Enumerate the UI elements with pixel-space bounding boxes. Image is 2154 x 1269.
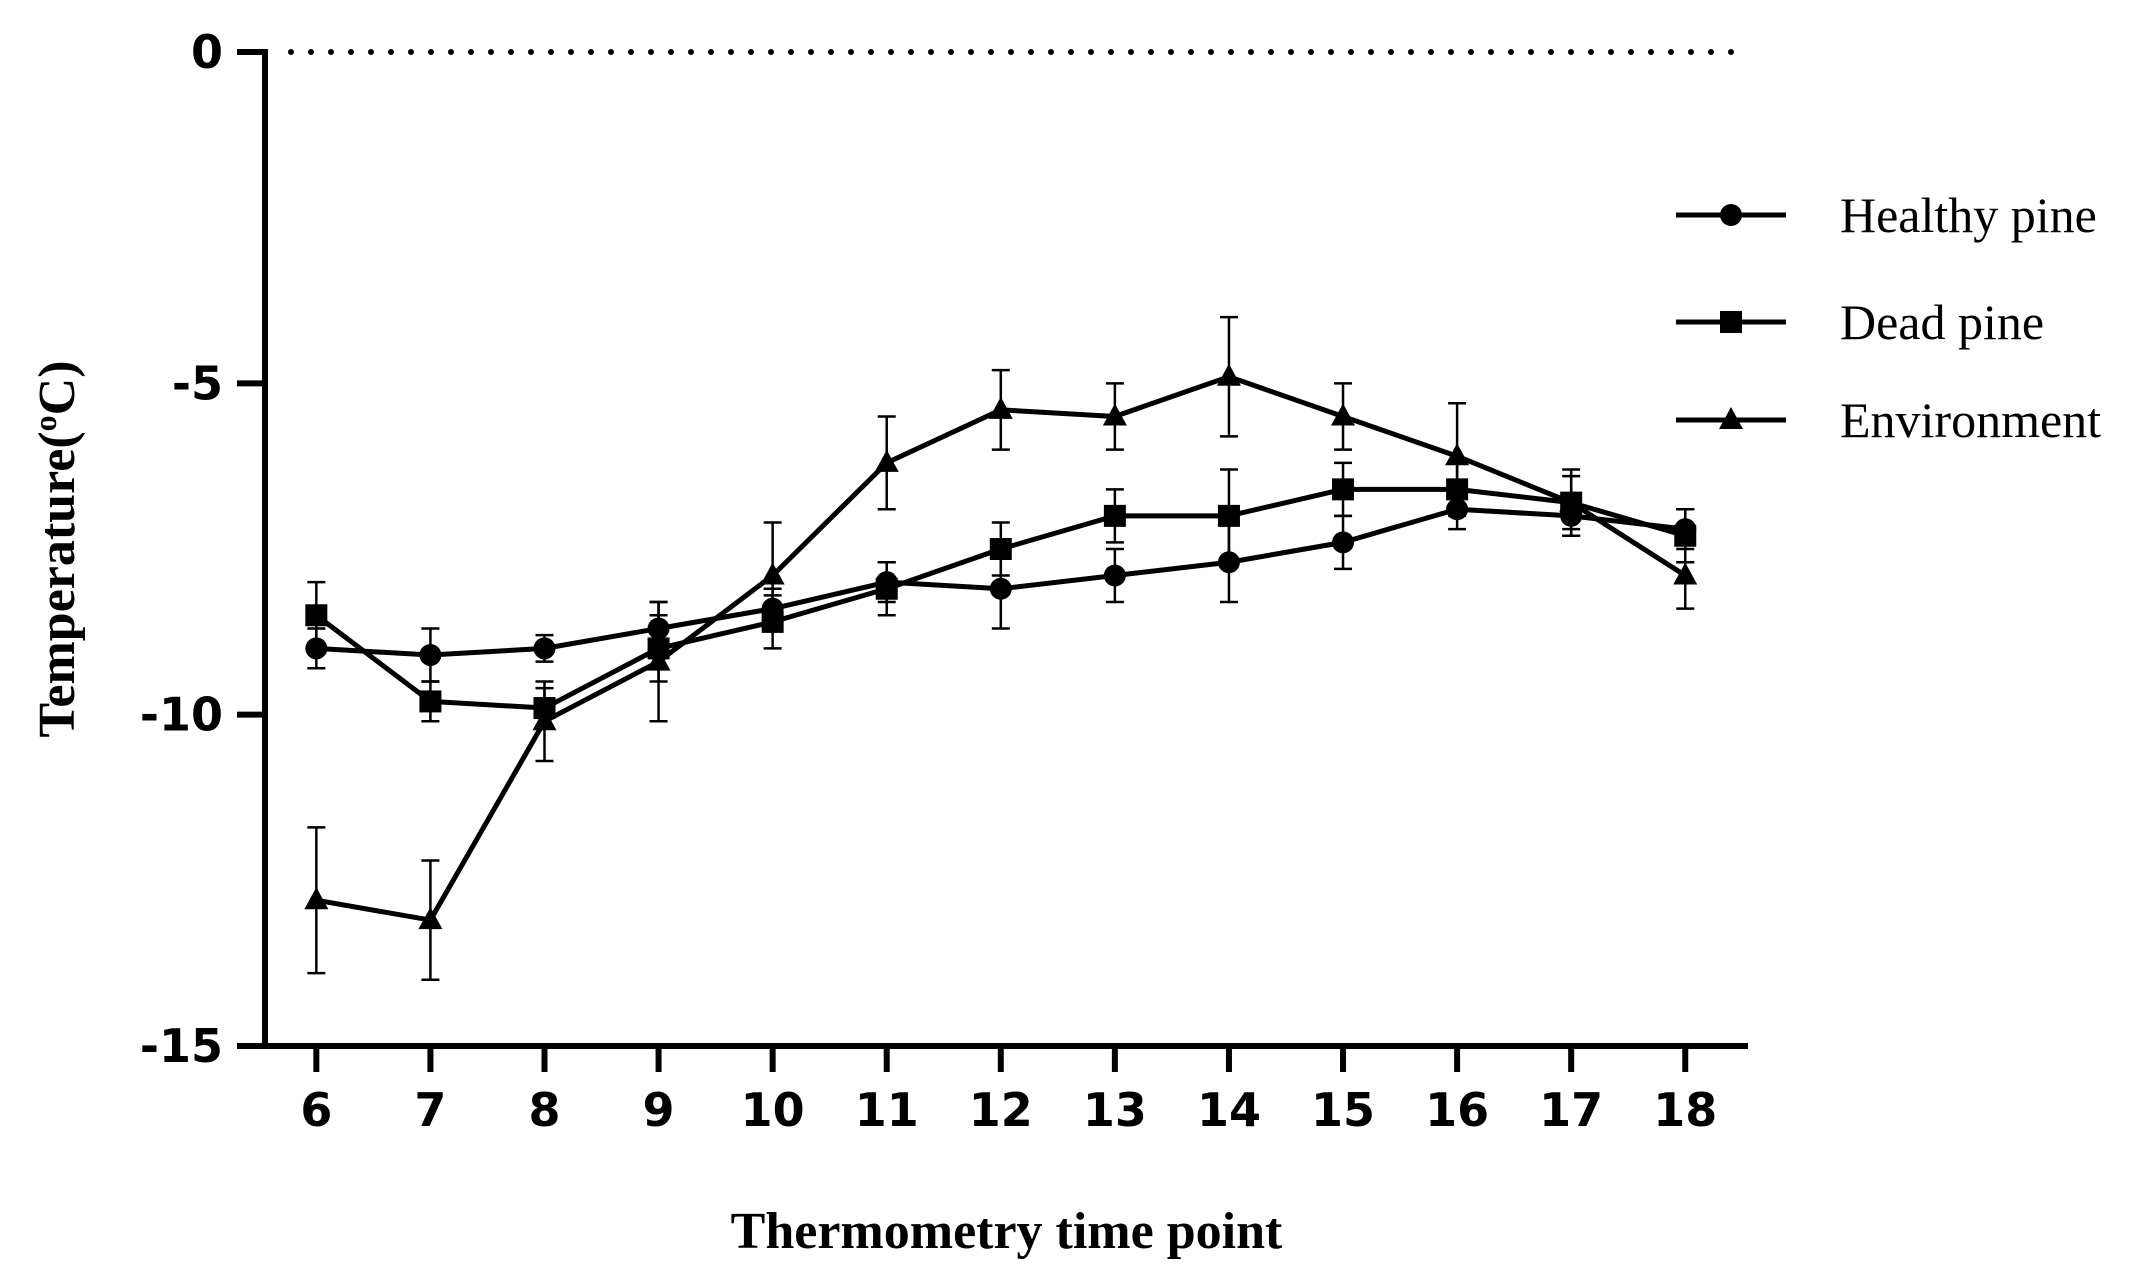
x-tick-label: 10 [741, 1083, 805, 1137]
data-point-environment [1102, 403, 1127, 426]
x-tick-label: 14 [1197, 1083, 1261, 1137]
data-point-healthy-pine [1332, 531, 1355, 554]
x-tick-label: 17 [1539, 1083, 1603, 1137]
y-tick-label: -15 [140, 1019, 223, 1073]
legend-label-healthy-pine: Healthy pine [1840, 187, 2097, 243]
y-tick-label: -10 [140, 688, 223, 742]
legend-marker-triangle-icon [1719, 407, 1743, 429]
y-axis-title: Temperature(oC) [27, 360, 86, 737]
x-tick-label: 11 [855, 1083, 919, 1137]
data-point-dead-pine [305, 604, 328, 627]
axes: 0 -5 -10 -15 6 7 8 9 10 11 12 13 14 15 16 17 18 [140, 25, 1751, 1137]
data-point-healthy-pine [419, 644, 442, 667]
data-point-environment [418, 907, 443, 930]
data-point-environment [1216, 363, 1241, 386]
legend-item-healthy-pine: Healthy pine [1676, 187, 2097, 243]
x-tick-label: 16 [1425, 1083, 1489, 1137]
y-axis-title-main: Temperature( [29, 431, 86, 737]
legend-marker-square-icon [1720, 311, 1742, 333]
x-tick-label: 8 [528, 1083, 560, 1137]
x-ticks: 6 7 8 9 10 11 12 13 14 15 16 17 18 [300, 1046, 1717, 1137]
data-point-healthy-pine [1103, 564, 1126, 587]
data-point-environment [646, 648, 671, 671]
x-tick-label: 6 [300, 1083, 332, 1137]
y-tick-label: -5 [172, 356, 223, 410]
data-point-healthy-pine [989, 577, 1012, 600]
series-healthy-pine [305, 488, 1697, 683]
data-point-dead-pine [875, 577, 898, 600]
x-axis-title: Thermometry time point [731, 1203, 1283, 1260]
x-tick-label: 18 [1653, 1083, 1717, 1137]
data-point-dead-pine [419, 690, 442, 713]
data-point-dead-pine [1332, 478, 1355, 501]
legend-label-dead-pine: Dead pine [1840, 294, 2044, 350]
y-tick-label: 0 [191, 25, 223, 79]
data-point-environment [874, 449, 899, 472]
x-tick-label: 7 [414, 1083, 446, 1137]
data-point-dead-pine [989, 538, 1012, 560]
legend-marker-shape [1720, 311, 1742, 333]
x-tick-label: 13 [1083, 1083, 1147, 1137]
data-point-environment [1331, 403, 1356, 426]
x-tick-label: 12 [969, 1083, 1033, 1137]
data-point-environment [532, 708, 557, 731]
data-point-environment [1673, 562, 1698, 585]
legend-marker-circle-icon [1720, 204, 1742, 226]
data-point-environment [760, 562, 785, 585]
data-point-healthy-pine [533, 637, 556, 660]
legend-marker-shape [1719, 407, 1743, 429]
legend-label-environment: Environment [1840, 392, 2101, 448]
data-point-environment [988, 396, 1013, 419]
data-point-dead-pine [1103, 504, 1126, 527]
legend-item-dead-pine: Dead pine [1676, 294, 2044, 350]
legend: Healthy pine Dead pine Environment [1676, 187, 2101, 448]
data-point-environment [304, 887, 329, 910]
legend-item-environment: Environment [1676, 392, 2101, 448]
series-environment [304, 315, 1698, 981]
x-tick-label: 15 [1311, 1083, 1375, 1137]
y-axis-title-end: C) [29, 360, 86, 415]
legend-marker-shape [1720, 204, 1742, 226]
data-point-environment [1445, 443, 1470, 466]
data-point-environment [1559, 489, 1584, 512]
data-point-dead-pine [1217, 504, 1240, 527]
y-ticks: 0 -5 -10 -15 [140, 25, 265, 1073]
plot-series [304, 315, 1698, 981]
x-tick-label: 9 [643, 1083, 675, 1137]
y-axis-title-superscript: o [27, 415, 63, 431]
